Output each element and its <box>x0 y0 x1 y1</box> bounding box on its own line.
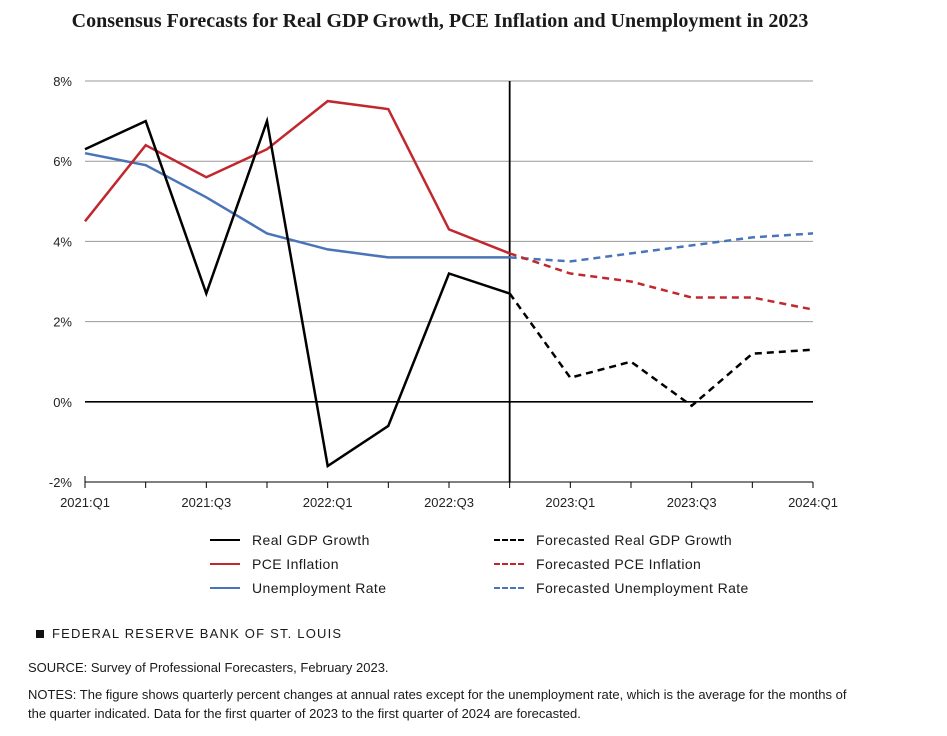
legend-swatch <box>494 539 524 541</box>
series-line-forecasted-unemployment-rate <box>509 232 814 263</box>
legend-item-pce: PCE Inflation <box>210 554 339 574</box>
series-line-unemployment-rate <box>84 151 510 259</box>
series-line-pce-inflation <box>84 99 511 255</box>
legend-label: Forecasted PCE Inflation <box>536 556 702 572</box>
legend-label: Unemployment Rate <box>252 580 387 596</box>
y-tick-label: 4% <box>53 234 72 249</box>
x-tick-label: 2024:Q1 <box>788 495 838 510</box>
legend-item-forecast-pce: Forecasted PCE Inflation <box>494 554 701 574</box>
legend-label: PCE Inflation <box>252 556 339 572</box>
x-tick-label: 2021:Q1 <box>60 495 110 510</box>
y-tick-label: 6% <box>53 154 72 169</box>
x-tick-label: 2023:Q1 <box>545 495 595 510</box>
legend-label: Forecasted Unemployment Rate <box>536 580 749 596</box>
legend-item-forecast-unemployment: Forecasted Unemployment Rate <box>494 578 749 598</box>
legend-swatch <box>210 539 240 541</box>
chart-plot-area: 8% 6% 4% 2% 0% -2% 2021:Q1 2021:Q3 2022:Q1 2022:Q… <box>49 74 838 510</box>
x-tick-label: 2022:Q1 <box>303 495 353 510</box>
legend-label: Real GDP Growth <box>252 532 370 548</box>
logo-square-icon <box>36 629 44 638</box>
legend-item-forecast-gdp: Forecasted Real GDP Growth <box>494 530 732 550</box>
source-logo: FEDERAL RESERVE BANK OF ST. LOUIS <box>36 626 342 641</box>
legend-swatch <box>210 587 240 589</box>
legend-item-real-gdp: Real GDP Growth <box>210 530 370 550</box>
legend-label: Forecasted Real GDP Growth <box>536 532 733 548</box>
x-tick-label: 2022:Q3 <box>424 495 474 510</box>
legend-swatch <box>494 587 524 589</box>
series-line-forecasted-real-gdp-growth <box>508 292 814 408</box>
source-text: SOURCE: Survey of Professional Forecaste… <box>28 660 389 675</box>
y-tick-label: 0% <box>53 395 72 410</box>
legend-swatch <box>494 563 524 565</box>
y-tick-label: 2% <box>53 315 72 330</box>
notes-text: NOTES: The figure shows quarterly percen… <box>28 687 847 721</box>
legend-item-unemployment: Unemployment Rate <box>210 578 386 598</box>
y-tick-label: -2% <box>49 475 73 490</box>
source-logo-text: FEDERAL RESERVE BANK OF ST. LOUIS <box>52 626 343 641</box>
chart-title: Consensus Forecasts for Real GDP Growth,… <box>71 10 809 32</box>
x-tick-label: 2021:Q3 <box>181 495 231 510</box>
legend-swatch <box>210 563 240 565</box>
series-line-forecasted-pce-inflation <box>509 252 814 311</box>
x-tick-label: 2023:Q3 <box>667 495 717 510</box>
y-tick-label: 8% <box>53 74 72 89</box>
series-line-real-gdp-growth <box>84 116 511 469</box>
